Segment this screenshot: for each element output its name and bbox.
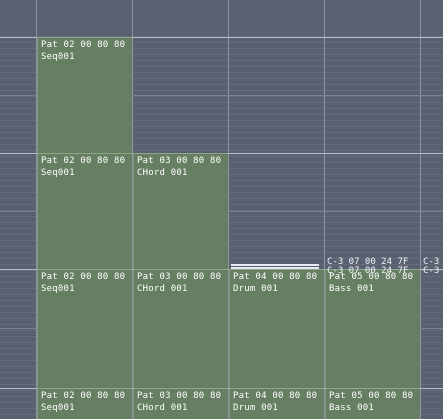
beat-separator — [0, 95, 443, 96]
pattern-name: Seq001 — [41, 403, 75, 413]
pattern-name: Bass 001 — [329, 284, 374, 294]
pattern-block-seq[interactable]: Pat 02 00 80 80 Seq001 — [37, 153, 132, 269]
pattern-label: Pat 02 00 80 80 — [41, 40, 126, 50]
drum-step-ticks — [231, 267, 319, 269]
pattern-block-bass[interactable]: Pat 05 00 80 80 Bass 001 — [325, 269, 420, 388]
pattern-name: CHord 001 — [137, 168, 188, 178]
pattern-block-seq[interactable]: Pat 02 00 80 80 Seq001 — [37, 388, 132, 419]
timeline-ruler[interactable] — [0, 0, 443, 36]
pattern-label: Pat 05 00 80 80 — [329, 391, 414, 401]
edge-note-line: C-3 — [423, 257, 440, 267]
pattern-block-bass[interactable]: Pat 05 00 80 80 Bass 001 — [325, 388, 420, 419]
bar-separator — [0, 37, 443, 38]
pattern-name: CHord 001 — [137, 403, 188, 413]
pattern-name: Seq001 — [41, 284, 75, 294]
pattern-name: Seq001 — [41, 52, 75, 62]
pattern-label: Pat 02 00 80 80 — [41, 391, 126, 401]
pattern-label: Pat 03 00 80 80 — [137, 391, 222, 401]
pattern-label: Pat 05 00 80 80 — [329, 272, 414, 282]
track-separator — [228, 0, 229, 419]
track-separator — [36, 0, 37, 419]
pattern-block-seq[interactable]: Pat 02 00 80 80 Seq001 — [37, 37, 132, 153]
pattern-block-seq[interactable]: Pat 02 00 80 80 Seq001 — [37, 269, 132, 388]
pattern-block-chord[interactable]: Pat 03 00 80 80 CHord 001 — [133, 269, 228, 388]
pattern-name: CHord 001 — [137, 284, 188, 294]
pattern-name: Bass 001 — [329, 403, 374, 413]
pattern-label: Pat 02 00 80 80 — [41, 156, 126, 166]
track-separator — [420, 0, 421, 419]
bass-note-line: C-3 07 00 24 7F — [327, 266, 409, 276]
pattern-name: Drum 001 — [233, 403, 278, 413]
pattern-block-chord[interactable]: Pat 03 00 80 80 CHord 001 — [133, 153, 228, 269]
pattern-block-drum[interactable]: Pat 04 00 80 80 Drum 001 — [229, 269, 324, 388]
pattern-label: Pat 02 00 80 80 — [41, 272, 126, 282]
drum-step-ticks — [231, 264, 319, 266]
pattern-block-chord[interactable]: Pat 03 00 80 80 CHord 001 — [133, 388, 228, 419]
pattern-name: Seq001 — [41, 168, 75, 178]
bass-note-line: C-3 07 00 24 7F — [327, 257, 409, 267]
edge-note-line: C-3 — [423, 266, 440, 276]
pattern-label: Pat 04 00 80 80 — [233, 272, 318, 282]
pattern-name: Drum 001 — [233, 284, 278, 294]
track-separator — [132, 0, 133, 419]
pattern-label: Pat 03 00 80 80 — [137, 156, 222, 166]
track-separator — [324, 0, 325, 419]
pattern-label: Pat 04 00 80 80 — [233, 391, 318, 401]
pattern-block-drum[interactable]: Pat 04 00 80 80 Drum 001 — [229, 388, 324, 419]
pattern-label: Pat 03 00 80 80 — [137, 272, 222, 282]
